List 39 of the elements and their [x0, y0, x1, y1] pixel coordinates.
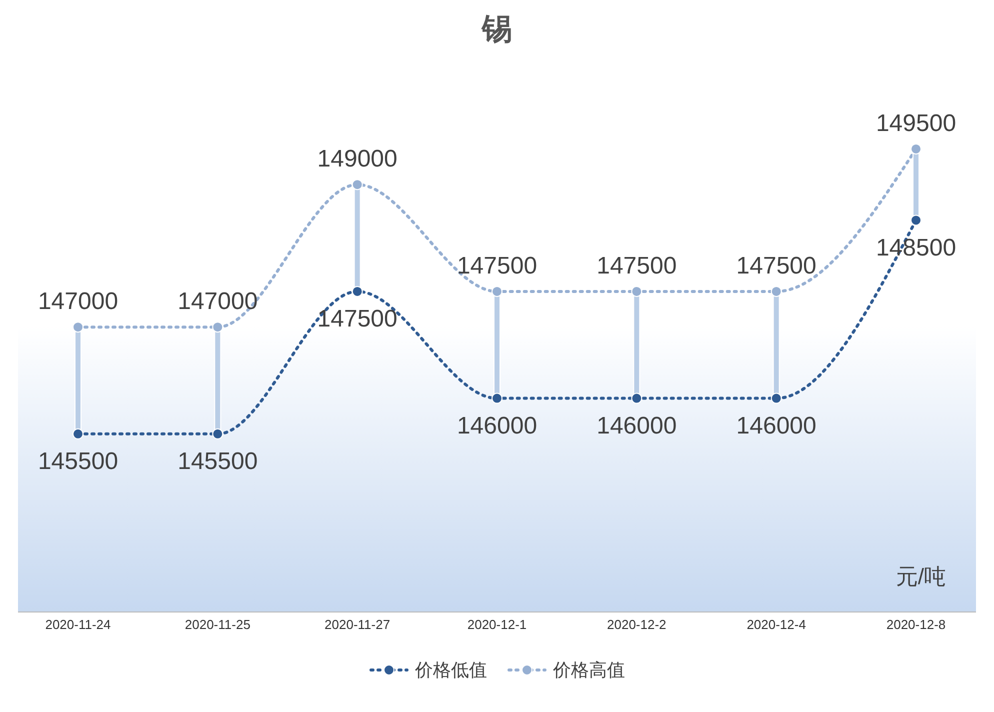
data-label: 147500 [596, 252, 677, 280]
point [492, 286, 502, 297]
point [910, 214, 922, 226]
data-label: 146000 [736, 412, 816, 440]
legend-label: 价格高值 [553, 659, 625, 682]
point [352, 286, 363, 297]
point [212, 428, 224, 440]
point [910, 143, 922, 154]
data-label: 147500 [736, 252, 816, 280]
point [631, 392, 642, 404]
data-label: 148500 [876, 234, 956, 262]
data-label: 146000 [456, 412, 538, 440]
annotation: 元/吨 [896, 563, 946, 591]
x-tick-label: 2020-12-4 [746, 617, 806, 632]
chart-title: 锡 [480, 12, 513, 48]
x-tick-label: 2020-11-25 [184, 617, 250, 632]
data-label: 147500 [456, 252, 538, 280]
point [770, 286, 782, 297]
x-tick-label: 2020-11-27 [324, 617, 390, 632]
data-label: 149500 [876, 110, 956, 137]
x-tick-label: 2020-11-24 [45, 617, 111, 632]
data-label: 145500 [178, 448, 258, 475]
data-label: 149000 [317, 146, 398, 173]
data-label: 145500 [38, 448, 118, 475]
x-tick-label: 2020-12-1 [467, 617, 527, 632]
data-label: 147000 [38, 288, 118, 316]
x-tick-label: 2020-12-2 [607, 617, 666, 632]
point [352, 179, 363, 190]
point [492, 392, 502, 404]
point [72, 428, 84, 440]
data-label: 147000 [178, 288, 258, 316]
point [212, 322, 224, 333]
point [770, 392, 782, 404]
legend-label: 价格低值 [415, 659, 487, 682]
data-label: 147500 [317, 305, 398, 332]
data-label: 146000 [596, 412, 677, 440]
x-tick-label: 2020-12-8 [886, 617, 946, 632]
point [631, 286, 642, 297]
point [72, 322, 84, 333]
